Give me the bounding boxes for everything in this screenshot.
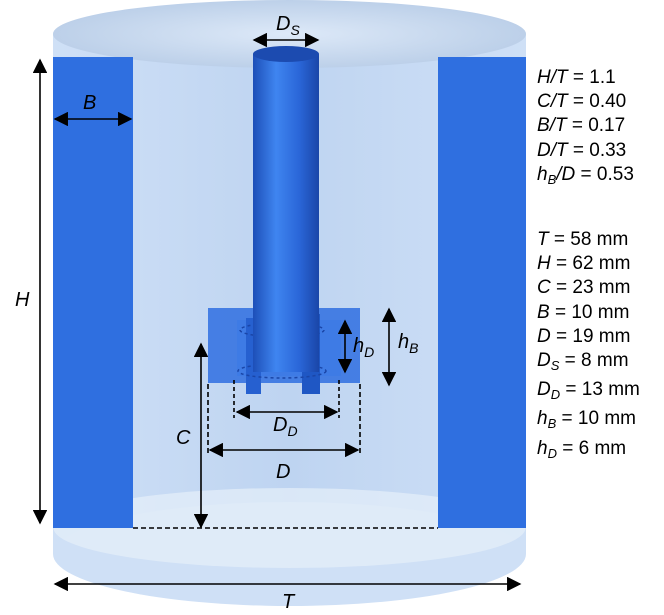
ratio-var: H/T [537, 67, 568, 88]
ratio-var: D/T [537, 139, 568, 161]
dimension-sub: S [550, 358, 560, 374]
dimension-var: h [537, 437, 548, 459]
dimension-var: H [537, 253, 551, 275]
ratio-row: H/T = 1.1 [537, 66, 640, 90]
dimension-var: B [537, 301, 550, 323]
label-H: H [15, 289, 30, 311]
dimension-var: D [537, 325, 551, 347]
dimension-row: C = 23 mm [537, 276, 640, 300]
label-hd-main: h [353, 335, 364, 357]
dimension-row: H = 62 mm [537, 252, 640, 276]
ratio-tail: /D [556, 163, 576, 185]
label-Dd-sub: D [287, 423, 297, 439]
baffle-left [53, 57, 133, 528]
ratio-row: hB/D = 0.53 [537, 163, 640, 192]
dimension-value: = 13 mm [560, 379, 640, 401]
dimension-sub: B [547, 416, 557, 432]
ratio-value: = 0.17 [566, 115, 626, 137]
dimension-row: DS = 8 mm [537, 349, 640, 378]
dimension-row: B = 10 mm [537, 301, 640, 325]
dimension-value: = 10 mm [556, 408, 636, 430]
dimension-var: h [537, 408, 548, 430]
label-Ds-main: D [276, 13, 290, 35]
ratio-value: = 0.40 [567, 91, 627, 113]
dimension-value: = 6 mm [556, 437, 627, 459]
shaft-body [253, 54, 319, 372]
ratio-value: = 0.33 [567, 139, 627, 161]
label-B: B [83, 92, 96, 114]
dimension-var: C [537, 277, 551, 299]
label-D: D [276, 461, 290, 483]
dimension-value: = 19 mm [550, 325, 631, 347]
dimension-value: = 8 mm [559, 350, 629, 372]
dimension-row: T = 58 mm [537, 228, 640, 252]
dimension-var: D [537, 379, 551, 401]
label-hb-main: h [398, 331, 409, 353]
label-T: T [282, 591, 296, 613]
ratio-var: B/T [537, 115, 567, 137]
ratio-row: D/T = 0.33 [537, 139, 640, 163]
ratio-value: = 1.1 [567, 67, 616, 88]
dimension-sub: D [547, 445, 557, 461]
label-C: C [176, 427, 191, 449]
ratio-row: B/T = 0.17 [537, 114, 640, 138]
dimension-value: = 58 mm [548, 229, 629, 251]
list-spacer [537, 192, 640, 228]
parameter-list: H/T = 1.1 C/T = 0.40 B/T = 0.17 D/T = 0.… [537, 66, 640, 466]
shaft [253, 46, 319, 372]
ratio-var: h [537, 163, 548, 185]
ratio-var: C/T [537, 91, 568, 113]
label-hb: hB [398, 331, 418, 356]
dimension-value: = 62 mm [550, 253, 631, 275]
label-Ds: DS [276, 13, 300, 38]
label-hd: hD [353, 335, 374, 360]
dimension-row: hD = 6 mm [537, 437, 640, 466]
dimension-value: = 10 mm [549, 301, 630, 323]
baffle-right [438, 57, 526, 528]
ratio-row: C/T = 0.40 [537, 90, 640, 114]
dimension-row: DD = 13 mm [537, 378, 640, 407]
label-Ds-sub: S [290, 22, 300, 38]
dimension-value: = 23 mm [550, 277, 631, 299]
dimension-row: D = 19 mm [537, 325, 640, 349]
ratio-value: = 0.53 [575, 163, 634, 185]
dimension-row: hB = 10 mm [537, 407, 640, 436]
label-Dd-main: D [273, 414, 287, 436]
label-hd-sub: D [364, 344, 374, 360]
dimension-sub: D [550, 387, 561, 403]
impeller-ring-bottom [237, 363, 327, 379]
ratio-sub: B [547, 171, 557, 187]
dimension-var: D [537, 350, 551, 372]
label-hb-sub: B [409, 340, 418, 356]
dimension-var: T [537, 229, 549, 251]
shaft-top [253, 46, 319, 62]
label-Dd: DD [273, 414, 298, 439]
